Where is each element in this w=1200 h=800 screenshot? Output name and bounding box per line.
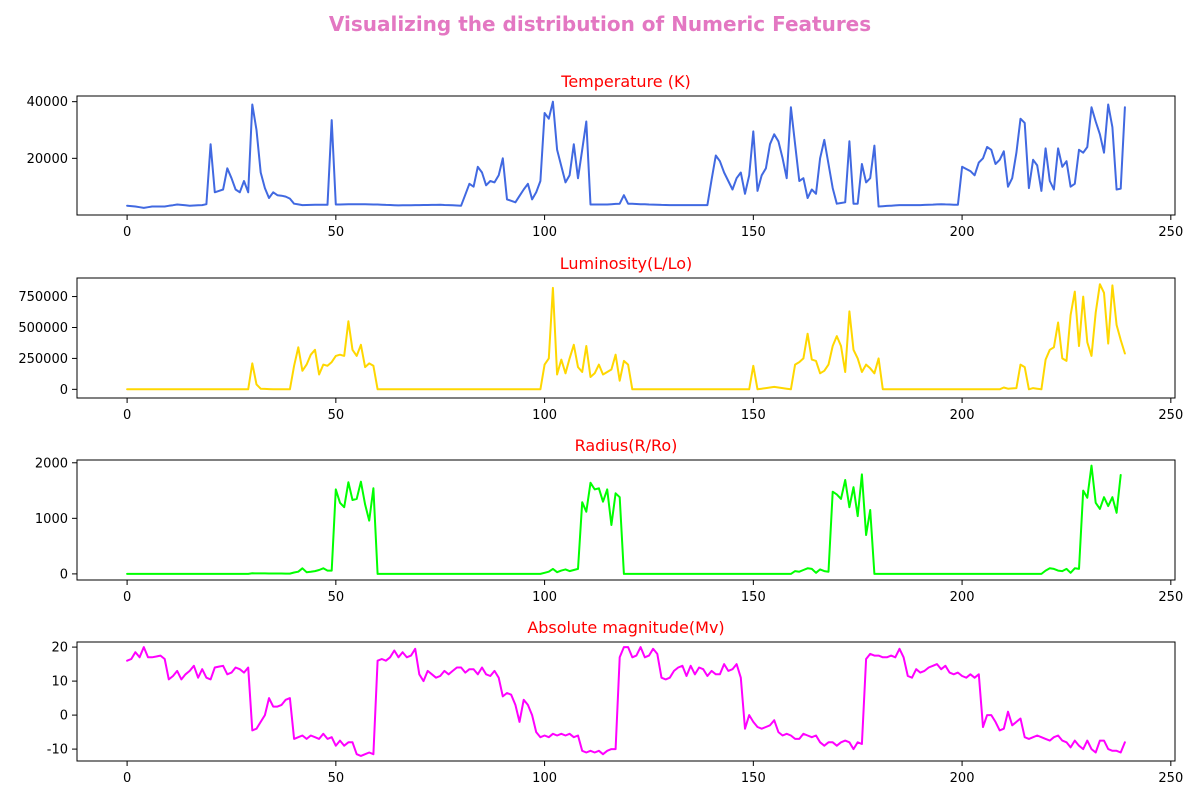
y-tick-label: 750000: [18, 290, 68, 305]
x-tick-label: 100: [532, 408, 557, 423]
y-tick-label: 2000: [35, 456, 68, 471]
x-tick-label: 50: [328, 408, 345, 423]
x-tick-label: 100: [532, 590, 557, 605]
x-tick-label: 200: [950, 408, 975, 423]
series-line: [126, 464, 1122, 575]
subplot-2: Luminosity(L/Lo) 0 50 100 150 200 250 0 250000 50…: [18, 254, 1183, 423]
subplot-title: Luminosity(L/Lo): [560, 254, 692, 273]
x-tick-label: 150: [741, 408, 766, 423]
x-tick-label: 200: [950, 590, 975, 605]
y-tick-label: 20: [51, 641, 68, 656]
x-tick-label: 0: [123, 408, 131, 423]
axes-frame: [76, 277, 1176, 399]
x-tick-label: 100: [532, 771, 557, 786]
x-tick-label: 150: [741, 225, 766, 240]
figure-title: Visualizing the distribution of Numeric …: [329, 12, 871, 36]
y-tick-label: 500000: [18, 321, 68, 336]
axes-frame: [76, 459, 1176, 581]
x-tick-label: 250: [1158, 225, 1183, 240]
y-tick-label: -10: [47, 743, 68, 758]
y-tick-label: 20000: [27, 152, 68, 167]
x-tick-label: 50: [328, 225, 345, 240]
subplot-1: Temperature (K) 0 50 100 150 200 250 20000 40000: [27, 72, 1184, 240]
x-tick-label: 250: [1158, 408, 1183, 423]
subplot-title: Absolute magnitude(Mv): [527, 618, 724, 637]
subplot-title: Temperature (K): [560, 72, 690, 91]
x-tick-label: 0: [123, 771, 131, 786]
x-tick-label: 200: [950, 771, 975, 786]
series-line: [126, 100, 1126, 209]
subplot-title: Radius(R/Ro): [575, 436, 678, 455]
x-tick-label: 200: [950, 225, 975, 240]
axes-frame: [76, 95, 1176, 216]
x-tick-label: 100: [532, 225, 557, 240]
y-tick-label: 250000: [18, 352, 68, 367]
y-tick-label: 0: [60, 383, 68, 398]
subplot-3: Radius(R/Ro) 0 50 100 150 200 250 0 1000 2000: [35, 436, 1183, 605]
x-tick-label: 250: [1158, 590, 1183, 605]
y-tick-label: 40000: [27, 95, 68, 110]
y-tick-label: 10: [51, 675, 68, 690]
subplot-4: Absolute magnitude(Mv)0 50 100 150 200 250-10…: [47, 618, 1183, 786]
x-tick-label: 0: [123, 225, 131, 240]
x-tick-label: 150: [741, 771, 766, 786]
x-tick-label: 50: [328, 771, 345, 786]
series-line: [126, 283, 1126, 391]
y-tick-label: 0: [60, 709, 68, 724]
subplot-panels: Temperature (K)0 50 100 150 200 2502000040000…: [18, 72, 1183, 786]
x-tick-label: 0: [123, 590, 131, 605]
x-tick-label: 50: [328, 590, 345, 605]
x-tick-label: 250: [1158, 771, 1183, 786]
y-tick-label: 0: [60, 567, 68, 582]
x-tick-label: 150: [741, 590, 766, 605]
series-line: [126, 646, 1126, 757]
y-tick-label: 1000: [35, 512, 68, 527]
axes-frame: [76, 641, 1176, 762]
